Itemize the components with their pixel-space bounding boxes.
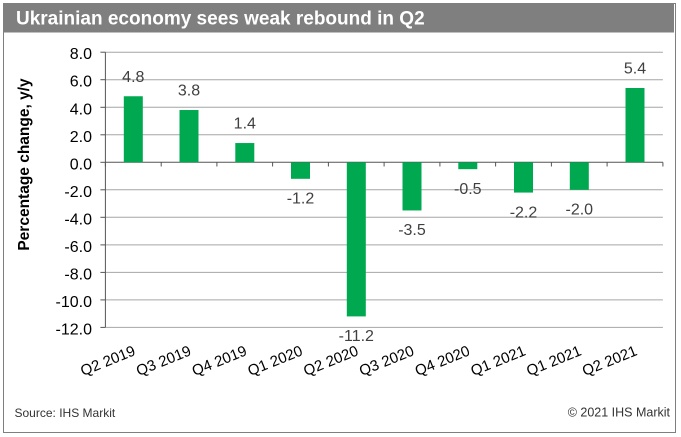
svg-text:Ukrainian economy sees weak re: Ukrainian economy sees weak rebound in Q… <box>16 9 425 30</box>
svg-text:Q2 2019: Q2 2019 <box>78 343 138 380</box>
svg-text:© 2021 IHS Markit: © 2021 IHS Markit <box>568 406 671 420</box>
svg-text:-0.5: -0.5 <box>454 181 482 198</box>
svg-text:-6.0: -6.0 <box>64 239 92 256</box>
svg-text:Q1 2021: Q1 2021 <box>524 343 584 380</box>
svg-text:Source: IHS Markit: Source: IHS Markit <box>15 406 116 420</box>
svg-text:-3.5: -3.5 <box>398 222 426 239</box>
svg-text:4.8: 4.8 <box>122 69 144 86</box>
svg-text:Q1 2020: Q1 2020 <box>245 343 305 380</box>
svg-text:6.0: 6.0 <box>70 74 92 91</box>
svg-text:Q3 2020: Q3 2020 <box>357 343 417 380</box>
svg-text:-12.0: -12.0 <box>56 321 93 338</box>
svg-text:-10.0: -10.0 <box>56 294 93 311</box>
svg-text:Q1 2021: Q1 2021 <box>468 343 528 380</box>
svg-text:8.0: 8.0 <box>70 46 92 63</box>
svg-text:-2.0: -2.0 <box>566 202 594 219</box>
svg-text:Q4 2020: Q4 2020 <box>413 343 473 380</box>
svg-text:4.0: 4.0 <box>70 101 92 118</box>
svg-text:-1.2: -1.2 <box>287 191 315 208</box>
svg-text:-11.2: -11.2 <box>339 328 374 345</box>
svg-text:5.4: 5.4 <box>624 61 646 78</box>
svg-text:-2.0: -2.0 <box>64 184 92 201</box>
svg-text:Q2 2021: Q2 2021 <box>580 343 640 380</box>
svg-text:0.0: 0.0 <box>70 156 92 173</box>
svg-text:Q3 2019: Q3 2019 <box>134 343 194 380</box>
svg-text:1.4: 1.4 <box>234 116 256 133</box>
svg-text:Q4 2019: Q4 2019 <box>190 343 250 380</box>
svg-text:Percentage change, y/y: Percentage change, y/y <box>16 78 33 251</box>
svg-text:-8.0: -8.0 <box>64 266 92 283</box>
svg-text:3.8: 3.8 <box>178 83 200 100</box>
svg-text:Q2 2020: Q2 2020 <box>301 343 361 380</box>
svg-text:-2.2: -2.2 <box>510 204 538 221</box>
svg-text:-4.0: -4.0 <box>64 211 92 228</box>
svg-text:2.0: 2.0 <box>70 129 92 146</box>
